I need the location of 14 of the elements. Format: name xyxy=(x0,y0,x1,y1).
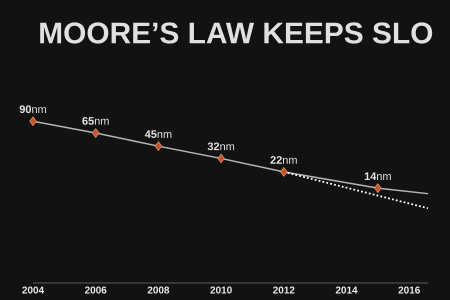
chart-title: MOORE’S LAW KEEPS SLO xyxy=(40,22,432,44)
data-label: 32nm xyxy=(208,142,234,150)
x-tick-label: 2010 xyxy=(210,286,232,294)
data-label: 14nm xyxy=(364,172,391,180)
x-tick-label: 2008 xyxy=(148,286,170,294)
data-label: 22nm xyxy=(270,156,297,164)
x-tick-label: 2016 xyxy=(398,286,420,294)
x-tick-label: 2006 xyxy=(84,286,106,294)
data-label: 65nm xyxy=(82,117,109,125)
data-label: 45nm xyxy=(144,130,172,138)
x-tick-label: 2004 xyxy=(22,286,44,294)
data-label: 90nm xyxy=(20,105,46,114)
x-tick-label: 2014 xyxy=(336,286,358,294)
x-tick-label: 2012 xyxy=(273,286,294,294)
